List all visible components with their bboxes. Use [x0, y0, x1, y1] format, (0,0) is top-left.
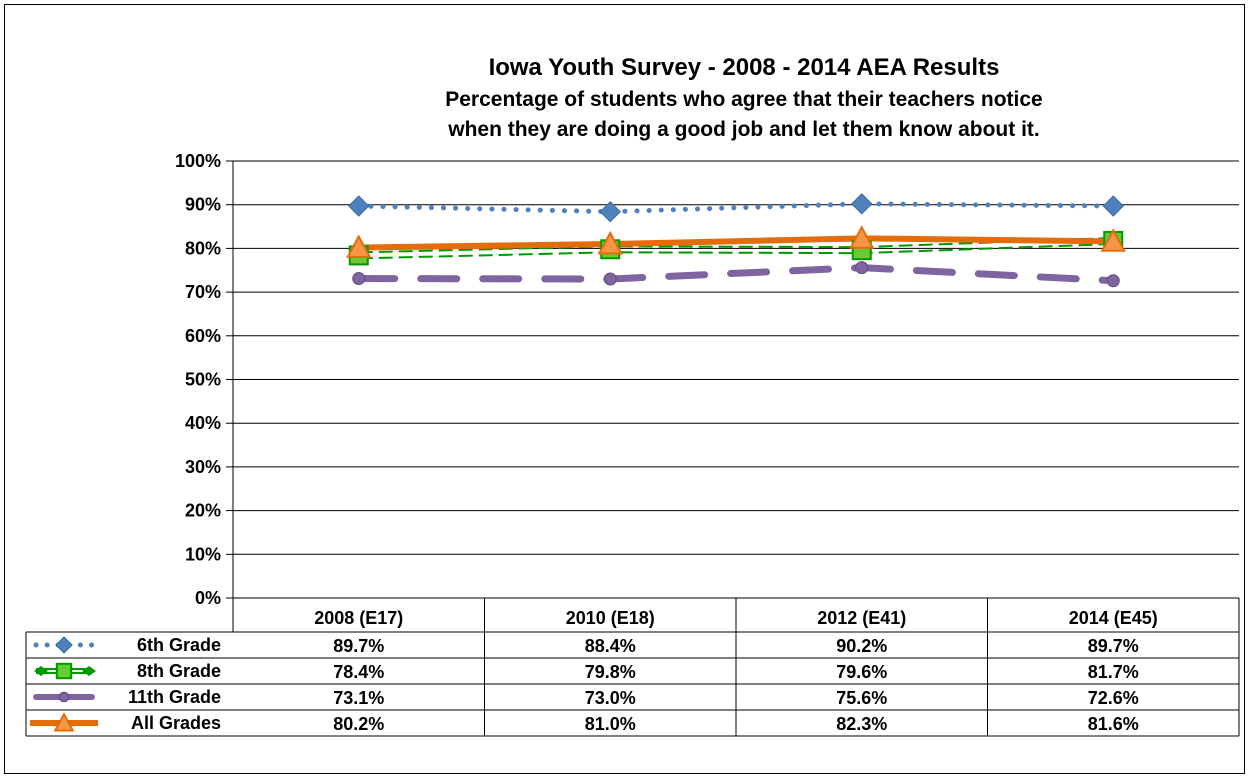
series-line-path — [355, 264, 1117, 285]
y-tick-label: 20% — [185, 501, 221, 521]
series-line-path — [356, 201, 1116, 215]
y-tick-label: 40% — [185, 413, 221, 433]
x-category-label: 2008 (E17) — [314, 608, 403, 628]
data-table-cell: 89.7% — [1088, 636, 1139, 656]
y-tick-label: 60% — [185, 326, 221, 346]
legend-key — [30, 712, 98, 732]
gridlines — [233, 160, 1239, 555]
chart-subtitle-line: when they are doing a good job and let t… — [447, 118, 1040, 141]
series-markers — [346, 193, 1126, 288]
data-table-cell: 73.1% — [333, 688, 384, 708]
y-tick-label: 0% — [195, 588, 221, 608]
data-table-cell: 89.7% — [333, 636, 384, 656]
legend-key-end — [82, 666, 96, 676]
series-line-path — [358, 235, 1114, 251]
chart-frame — [4, 4, 1245, 774]
data-table-cell: 80.2% — [333, 714, 384, 734]
data-table-cell: 81.0% — [585, 714, 636, 734]
data-point — [346, 234, 372, 258]
y-tick-label: 90% — [185, 195, 221, 215]
x-category-label: 2012 (E41) — [817, 608, 906, 628]
data-table-cell: 81.6% — [1088, 714, 1139, 734]
legend-key — [34, 662, 96, 680]
legend-key-end — [34, 666, 48, 676]
legend-key-marker — [53, 712, 75, 732]
data-table-cell: 79.8% — [585, 662, 636, 682]
y-tick-label: 70% — [185, 282, 221, 302]
legend-label: 11th Grade — [128, 687, 221, 707]
x-category-label: 2010 (E18) — [566, 608, 655, 628]
data-table-cell: 75.6% — [836, 688, 887, 708]
data-table-cell: 78.4% — [333, 662, 384, 682]
data-table-cell: 73.0% — [585, 688, 636, 708]
legend-key-marker — [55, 662, 73, 680]
y-axis: 0% 10% 20% 30% 40% 50% 60% 70% 80% 90% 100% — [175, 151, 234, 632]
y-tick-label: 80% — [185, 238, 221, 258]
series-line-6th-grade — [356, 201, 1116, 215]
y-tick-label: 10% — [185, 544, 221, 564]
data-table-cell: 88.4% — [585, 636, 636, 656]
data-point — [851, 193, 873, 215]
chart-subtitle-line: Percentage of students who agree that th… — [445, 88, 1043, 111]
legend-key-marker — [58, 691, 70, 703]
legend-label: All Grades — [131, 713, 221, 733]
data-table-cell: 72.6% — [1088, 688, 1139, 708]
data-table-cell: 79.6% — [836, 662, 887, 682]
series-line-11th-grade — [355, 264, 1117, 285]
data-table-cell: 81.7% — [1088, 662, 1139, 682]
data-point — [855, 261, 869, 275]
legend-key-marker — [55, 636, 73, 654]
legend-key — [33, 691, 95, 703]
data-point — [1100, 228, 1126, 252]
y-tick-label: 50% — [185, 370, 221, 390]
data-point — [599, 200, 621, 223]
legend-label: 8th Grade — [137, 661, 221, 681]
data-point — [1106, 274, 1120, 288]
data-table-cell: 82.3% — [836, 714, 887, 734]
series-lines — [355, 201, 1117, 285]
y-tick-label: 30% — [185, 457, 221, 477]
series-line-all-grades — [358, 235, 1114, 251]
data-table-cell: 90.2% — [836, 636, 887, 656]
y-tick-label: 100% — [175, 151, 221, 171]
data-point — [849, 225, 875, 249]
data-table: 2008 (E17) 2010 (E18) 2012 (E41) 2014 (E45)… — [25, 597, 1240, 737]
legend-label: 6th Grade — [137, 635, 221, 655]
data-point — [603, 272, 617, 286]
x-category-label: 2014 (E45) — [1069, 608, 1158, 628]
data-point — [597, 230, 623, 255]
chart-title: Iowa Youth Survey - 2008 - 2014 AEA Resu… — [489, 54, 1000, 81]
chart-titles: Iowa Youth Survey - 2008 - 2014 AEA Resu… — [445, 54, 1043, 141]
series-line-path — [358, 242, 1114, 260]
legend-key — [33, 636, 95, 654]
data-point — [348, 195, 370, 217]
data-point — [352, 272, 366, 286]
data-point — [1102, 195, 1124, 217]
